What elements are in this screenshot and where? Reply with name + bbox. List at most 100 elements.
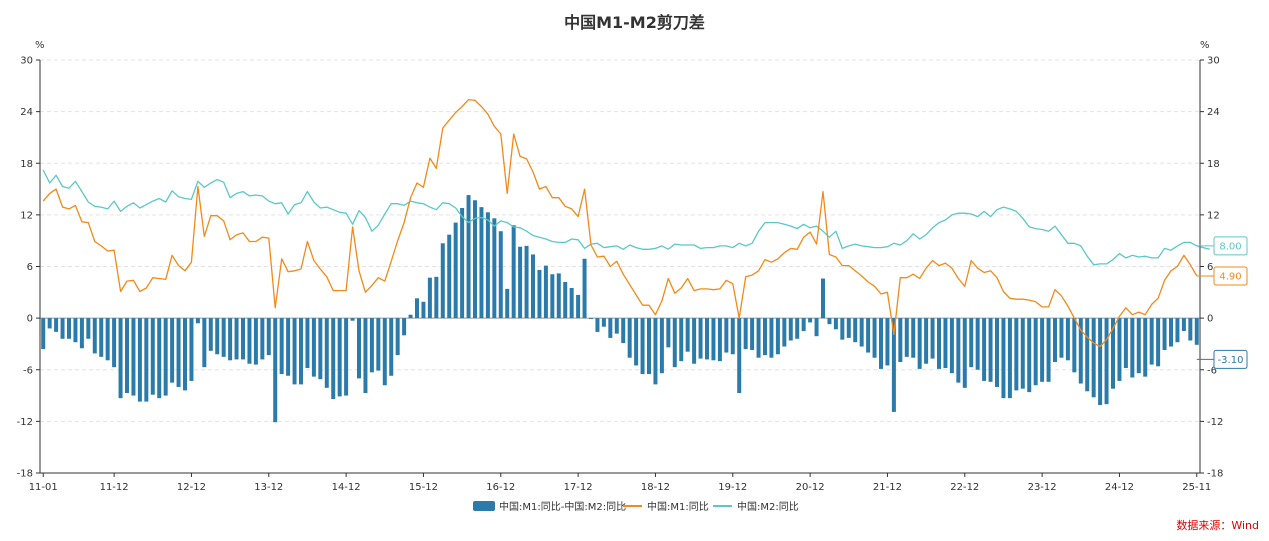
scissors-bar xyxy=(1181,318,1186,332)
scissors-bar xyxy=(1149,318,1154,365)
scissors-bar xyxy=(782,318,787,347)
scissors-bar xyxy=(157,318,162,399)
x-tick-label: 13-12 xyxy=(254,482,283,493)
scissors-bar xyxy=(891,318,896,412)
scissors-bar xyxy=(1169,318,1173,347)
scissors-bar xyxy=(1040,318,1045,382)
scissors-bar xyxy=(498,231,503,319)
scissors-bar xyxy=(775,318,780,355)
scissors-bar xyxy=(273,318,278,423)
scissors-bar xyxy=(711,318,716,361)
scissors-bar xyxy=(788,318,793,341)
scissors-bar xyxy=(228,318,233,361)
scissors-bar xyxy=(647,318,651,375)
left-y-tick-label: 18 xyxy=(20,159,33,170)
legend-item-m1[interactable]: 中国:M1:同比 xyxy=(623,500,709,513)
scissors-bar xyxy=(737,318,742,393)
scissors-bar xyxy=(872,318,877,358)
x-tick-label: 12-12 xyxy=(177,482,206,493)
scissors-bar xyxy=(1104,318,1109,405)
scissors-bar xyxy=(170,318,175,383)
scissors-bar xyxy=(163,318,168,396)
scissors-bar xyxy=(608,318,613,338)
scissors-bar xyxy=(666,318,671,348)
scissors-bar xyxy=(917,318,922,369)
scissors-bar xyxy=(518,246,523,319)
legend-item-scissors[interactable]: 中国:M1:同比-中国:M2:同比 xyxy=(473,500,626,513)
scissors-bar xyxy=(1175,318,1180,343)
scissors-bar xyxy=(105,318,110,361)
scissors-bar xyxy=(1059,318,1064,358)
scissors-bar xyxy=(221,318,226,357)
scissors-bar xyxy=(176,318,181,387)
scissors-bar xyxy=(402,318,407,336)
right-unit-label: % xyxy=(1200,40,1210,51)
scissors-bar xyxy=(840,318,845,340)
scissors-bar xyxy=(705,318,709,360)
scissors-bar xyxy=(814,318,819,337)
scissors-bar xyxy=(208,318,213,351)
right-y-tick-label: -12 xyxy=(1207,417,1223,428)
scissors-bar xyxy=(679,318,684,362)
scissors-bar xyxy=(1111,318,1115,389)
scissors-bar xyxy=(479,207,484,319)
scissors-bar xyxy=(969,318,974,368)
x-tick-label: 14-12 xyxy=(332,482,361,493)
right-y-tick-label: 0 xyxy=(1207,314,1213,325)
scissors-bar xyxy=(67,318,71,339)
scissors-bar xyxy=(1194,318,1199,345)
scissors-bar xyxy=(241,318,245,360)
legend[interactable]: 中国:M1:同比-中国:M2:同比 中国:M1:同比 中国:M2:同比 xyxy=(473,500,799,513)
scissors-bar xyxy=(563,281,568,319)
scissors-bar xyxy=(453,222,458,319)
scissors-bar xyxy=(827,318,832,325)
scissors-bar xyxy=(698,318,703,359)
scissors-bar xyxy=(505,288,510,319)
scissors-bar xyxy=(440,243,445,319)
scissors-bar xyxy=(54,318,59,332)
scissors-bar xyxy=(821,278,825,319)
legend-label-m2: 中国:M2:同比 xyxy=(737,500,799,513)
legend-item-m2[interactable]: 中国:M2:同比 xyxy=(713,500,799,513)
scissors-bar xyxy=(1091,318,1096,398)
scissors-bar xyxy=(717,318,722,362)
scissors-bar xyxy=(743,318,748,350)
scissors-bar xyxy=(601,318,606,327)
scissors-bar xyxy=(846,318,851,338)
scissors-bar xyxy=(982,318,987,381)
x-tick-label: 11-12 xyxy=(100,482,129,493)
x-tick-label: 11-01 xyxy=(29,482,58,493)
line-layer xyxy=(42,98,1210,348)
scissors-bar xyxy=(1027,318,1032,393)
scissors-bar xyxy=(460,207,465,319)
scissors-bar xyxy=(279,318,284,375)
scissors-bar xyxy=(795,318,800,339)
scissors-bar xyxy=(137,318,142,402)
scissors-bar xyxy=(672,318,677,368)
right-y-tick-label: 18 xyxy=(1207,159,1220,170)
scissors-bar xyxy=(1053,318,1057,363)
x-tick-label: 20-12 xyxy=(796,482,825,493)
scissors-bar xyxy=(318,318,323,380)
right-y-tick-label: -6 xyxy=(1207,365,1217,376)
scissors-bar xyxy=(434,276,439,319)
scissors-bar xyxy=(144,318,149,402)
scissors-bar xyxy=(750,318,755,350)
x-tick-label: 17-12 xyxy=(564,482,593,493)
scissors-bar xyxy=(859,318,864,347)
scissors-bar xyxy=(395,318,400,356)
scissors-bar xyxy=(724,318,729,353)
left-y-tick-label: -12 xyxy=(17,417,33,428)
scissors-bar xyxy=(524,245,529,319)
left-y-tick-label: -18 xyxy=(17,469,33,480)
scissors-bar xyxy=(808,318,813,323)
scissors-bar xyxy=(73,318,78,343)
scissors-bar xyxy=(924,318,929,364)
scissors-bar xyxy=(150,318,155,395)
scissors-bar xyxy=(866,318,871,353)
scissors-bar xyxy=(363,318,368,393)
left-y-tick-label: 12 xyxy=(20,210,33,221)
left-y-tick-label: 6 xyxy=(27,262,33,273)
scissors-end-label: -3.10 xyxy=(1218,355,1244,366)
scissors-bar xyxy=(621,318,626,344)
